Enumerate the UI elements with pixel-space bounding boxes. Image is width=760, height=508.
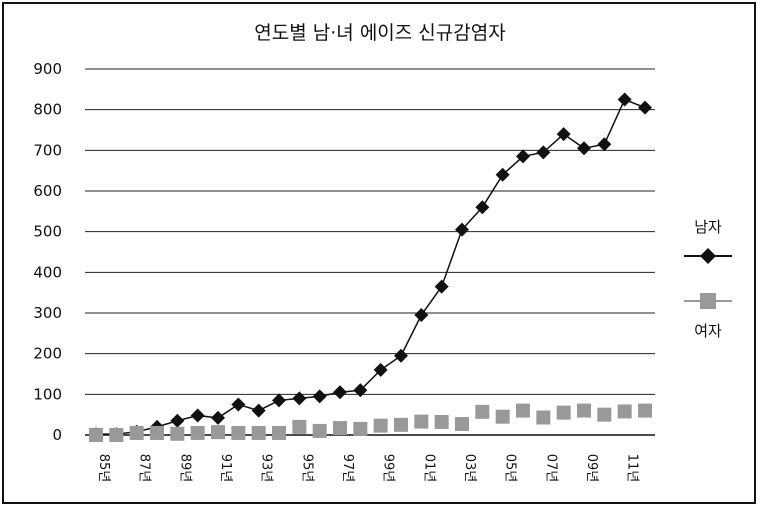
point-여자-07 — [536, 410, 551, 425]
x-tick-label: 03년 — [462, 454, 477, 483]
series-layer — [89, 92, 652, 442]
point-여자-11 — [617, 404, 632, 419]
x-tick-label: 95년 — [299, 454, 314, 483]
point-남자-91 — [211, 410, 225, 425]
point-여자-87 — [129, 425, 144, 440]
point-남자-96 — [312, 389, 327, 404]
y-tick-label: 200 — [33, 345, 62, 363]
point-여자-09 — [577, 403, 591, 418]
point-여자-05 — [495, 409, 510, 424]
legend-marker-female — [700, 293, 716, 309]
x-tick-label: 09년 — [584, 454, 599, 483]
point-남자-08 — [556, 127, 571, 142]
point-남자-99 — [373, 362, 388, 377]
y-tick-label: 0 — [52, 426, 62, 444]
point-여자-95 — [292, 419, 307, 434]
point-여자-85 — [89, 428, 103, 442]
x-tick-label: 93년 — [259, 454, 274, 483]
point-여자-02 — [434, 414, 449, 429]
point-여자-97 — [333, 421, 347, 436]
x-tick-label: 97년 — [340, 454, 355, 483]
point-여자-88 — [150, 425, 164, 440]
point-여자-91 — [211, 425, 225, 440]
point-남자-12 — [638, 100, 652, 115]
y-tick-label: 100 — [33, 385, 62, 403]
y-tick-label: 600 — [33, 182, 62, 200]
x-tick-label: 07년 — [543, 454, 558, 483]
point-여자-04 — [475, 404, 490, 419]
x-tick-label: 87년 — [137, 454, 152, 483]
y-tick-label: 700 — [33, 141, 62, 159]
point-여자-94 — [272, 425, 286, 440]
point-여자-01 — [414, 414, 429, 429]
point-남자-09 — [577, 141, 591, 156]
y-tick-label: 900 — [33, 60, 62, 78]
legend-label-male: 남자 — [694, 218, 722, 236]
point-남자-05 — [495, 167, 510, 182]
point-여자-86 — [109, 428, 124, 442]
point-여자-93 — [251, 425, 266, 440]
gridlines — [85, 68, 655, 395]
x-tick-label: 05년 — [503, 454, 518, 483]
point-여자-12 — [638, 403, 652, 418]
point-남자-98 — [353, 383, 368, 398]
point-남자-11 — [617, 92, 632, 107]
point-남자-02 — [434, 279, 449, 294]
point-여자-90 — [190, 425, 205, 440]
y-tick-label: 400 — [33, 263, 62, 281]
point-남자-89 — [170, 413, 185, 428]
y-axis-tick-labels: 0 100 200 300 400 500 600 700 800 900 — [33, 60, 62, 444]
x-tick-label: 99년 — [381, 454, 396, 483]
legend-marker-male — [700, 248, 716, 264]
legend-label-female: 여자 — [694, 322, 722, 340]
point-여자-89 — [170, 426, 185, 441]
point-남자-94 — [272, 393, 286, 408]
point-여자-00 — [394, 417, 408, 432]
point-남자-01 — [414, 308, 429, 323]
point-남자-10 — [597, 137, 612, 152]
point-남자-93 — [251, 403, 266, 418]
chart-title: 연도별 남·녀 에이즈 신규감염자 — [254, 22, 506, 44]
point-여자-10 — [597, 407, 612, 422]
y-tick-label: 500 — [33, 223, 62, 241]
point-여자-99 — [373, 418, 388, 433]
point-남자-07 — [536, 145, 551, 160]
point-여자-92 — [231, 425, 246, 440]
point-남자-90 — [190, 408, 205, 423]
point-남자-00 — [394, 348, 408, 363]
point-여자-96 — [312, 423, 327, 438]
point-여자-08 — [556, 405, 571, 420]
x-axis-tick-labels: 85년 87년 89년 91년 93년 95년 97년 99년 01년 03년 05년 07년 09년 1… — [96, 454, 640, 483]
point-남자-95 — [292, 391, 307, 406]
x-tick-label: 89년 — [177, 454, 192, 483]
point-남자-92 — [231, 397, 246, 412]
point-여자-98 — [353, 421, 368, 436]
x-tick-label: 91년 — [218, 454, 233, 483]
x-tick-label: 01년 — [421, 454, 436, 483]
point-남자-97 — [333, 385, 347, 400]
point-여자-03 — [455, 417, 469, 432]
x-tick-label: 11년 — [625, 454, 640, 483]
point-남자-06 — [516, 149, 530, 164]
series-line-남자 — [96, 98, 646, 435]
point-남자-04 — [475, 200, 490, 215]
x-tick-label: 85년 — [96, 454, 111, 483]
point-남자-03 — [455, 222, 469, 237]
y-tick-label: 300 — [33, 304, 62, 322]
point-여자-06 — [516, 403, 530, 418]
y-tick-label: 800 — [33, 101, 62, 119]
